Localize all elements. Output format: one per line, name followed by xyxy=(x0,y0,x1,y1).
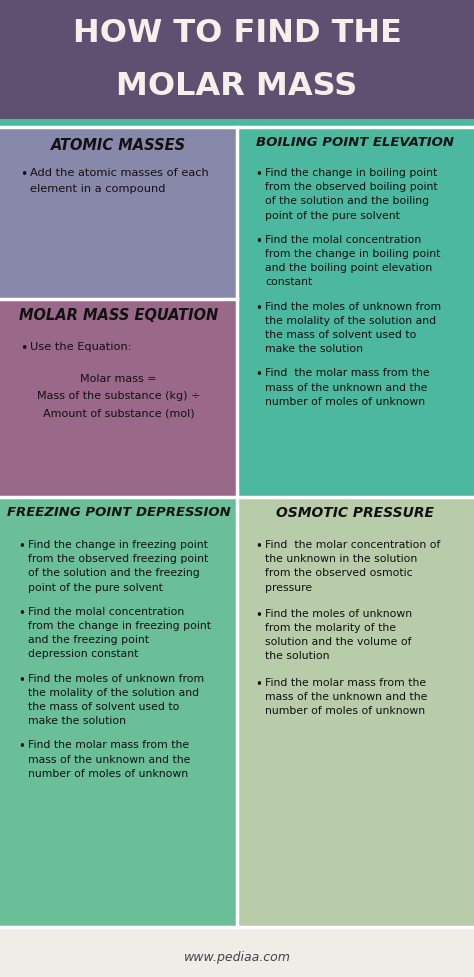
Text: from the change in freezing point: from the change in freezing point xyxy=(28,620,211,630)
Text: •: • xyxy=(255,234,262,247)
Text: Add the atomic masses of each: Add the atomic masses of each xyxy=(30,168,209,178)
Text: Use the Equation:: Use the Equation: xyxy=(30,342,132,352)
Text: Find  the molar concentration of: Find the molar concentration of xyxy=(265,539,440,549)
Text: mass of the unknown and the: mass of the unknown and the xyxy=(265,691,428,701)
Bar xyxy=(0,120,474,128)
Text: •: • xyxy=(18,539,25,552)
Text: •: • xyxy=(255,677,262,690)
Text: number of moles of unknown: number of moles of unknown xyxy=(265,397,425,406)
Text: of the solution and the boiling: of the solution and the boiling xyxy=(265,196,429,206)
Text: the mass of solvent used to: the mass of solvent used to xyxy=(28,701,179,711)
Text: Find the moles of unknown from: Find the moles of unknown from xyxy=(265,301,441,312)
Text: the molality of the solution and: the molality of the solution and xyxy=(28,687,199,697)
Text: Find the molal concentration: Find the molal concentration xyxy=(265,234,421,244)
Text: from the molarity of the: from the molarity of the xyxy=(265,622,396,632)
Bar xyxy=(0,128,237,300)
Text: •: • xyxy=(20,342,27,355)
Text: and the boiling point elevation: and the boiling point elevation xyxy=(265,263,432,273)
Text: solution and the volume of: solution and the volume of xyxy=(265,637,411,647)
Text: point of the pure solvent: point of the pure solvent xyxy=(265,210,400,221)
Text: Amount of substance (mol): Amount of substance (mol) xyxy=(43,407,194,417)
Text: Find the molar mass from the: Find the molar mass from the xyxy=(28,740,189,749)
Text: make the solution: make the solution xyxy=(265,344,363,354)
Text: from the observed osmotic: from the observed osmotic xyxy=(265,568,413,577)
Text: Find the change in boiling point: Find the change in boiling point xyxy=(265,168,437,178)
Bar xyxy=(0,927,474,977)
Bar xyxy=(237,128,474,497)
Text: •: • xyxy=(18,606,25,619)
Text: make the solution: make the solution xyxy=(28,715,126,726)
Text: MOLAR MASS: MOLAR MASS xyxy=(117,70,357,102)
Text: of the solution and the freezing: of the solution and the freezing xyxy=(28,568,200,577)
Text: www.pediaa.com: www.pediaa.com xyxy=(183,950,291,962)
Text: Molar mass =: Molar mass = xyxy=(80,373,157,384)
Text: •: • xyxy=(255,368,262,381)
Text: from the observed boiling point: from the observed boiling point xyxy=(265,182,438,192)
Text: •: • xyxy=(18,740,25,752)
Text: mass of the unknown and the: mass of the unknown and the xyxy=(28,754,191,764)
Text: Find the moles of unknown: Find the moles of unknown xyxy=(265,608,412,618)
Text: FREEZING POINT DEPRESSION: FREEZING POINT DEPRESSION xyxy=(7,505,230,519)
Text: the unknown in the solution: the unknown in the solution xyxy=(265,554,417,564)
Text: Find the molar mass from the: Find the molar mass from the xyxy=(265,677,426,687)
Text: ATOMIC MASSES: ATOMIC MASSES xyxy=(51,138,186,152)
Bar xyxy=(0,300,237,497)
Text: element in a compound: element in a compound xyxy=(30,184,165,193)
Text: Find the change in freezing point: Find the change in freezing point xyxy=(28,539,208,549)
Text: Mass of the substance (kg) ÷: Mass of the substance (kg) ÷ xyxy=(37,391,200,401)
Text: the solution: the solution xyxy=(265,651,329,660)
Text: •: • xyxy=(255,301,262,315)
Text: Find  the molar mass from the: Find the molar mass from the xyxy=(265,368,429,378)
Text: MOLAR MASS EQUATION: MOLAR MASS EQUATION xyxy=(19,308,218,322)
Bar xyxy=(0,0,474,120)
Bar xyxy=(237,497,474,927)
Text: BOILING POINT ELEVATION: BOILING POINT ELEVATION xyxy=(256,136,455,149)
Text: depression constant: depression constant xyxy=(28,649,138,658)
Text: Find the moles of unknown from: Find the moles of unknown from xyxy=(28,673,204,683)
Text: and the freezing point: and the freezing point xyxy=(28,634,149,645)
Text: point of the pure solvent: point of the pure solvent xyxy=(28,582,163,592)
Text: constant: constant xyxy=(265,277,312,287)
Text: OSMOTIC PRESSURE: OSMOTIC PRESSURE xyxy=(276,505,435,520)
Text: •: • xyxy=(255,168,262,181)
Text: HOW TO FIND THE: HOW TO FIND THE xyxy=(73,19,401,49)
Text: •: • xyxy=(18,673,25,686)
Text: mass of the unknown and the: mass of the unknown and the xyxy=(265,382,428,392)
Bar xyxy=(0,497,237,927)
Text: the molality of the solution and: the molality of the solution and xyxy=(265,316,436,325)
Text: the mass of solvent used to: the mass of solvent used to xyxy=(265,329,416,340)
Text: •: • xyxy=(255,608,262,621)
Text: pressure: pressure xyxy=(265,582,312,592)
Text: number of moles of unknown: number of moles of unknown xyxy=(265,705,425,715)
Text: •: • xyxy=(255,539,262,552)
Text: number of moles of unknown: number of moles of unknown xyxy=(28,768,188,778)
Text: Find the molal concentration: Find the molal concentration xyxy=(28,606,184,616)
Text: •: • xyxy=(20,168,27,181)
Text: from the change in boiling point: from the change in boiling point xyxy=(265,249,440,259)
Text: from the observed freezing point: from the observed freezing point xyxy=(28,554,208,564)
